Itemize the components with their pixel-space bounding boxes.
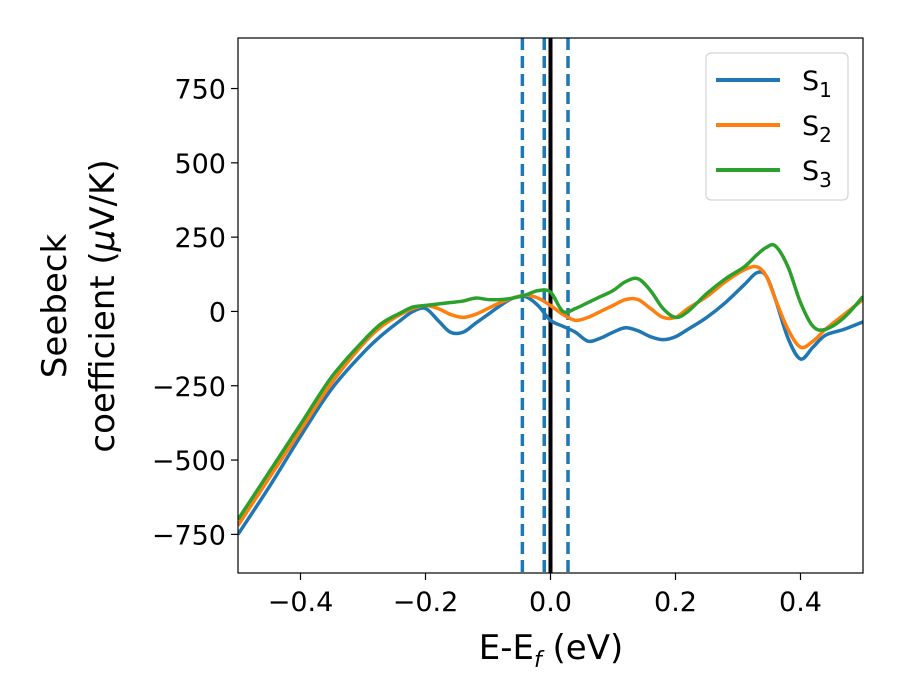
legend: S1 S2 S3 bbox=[705, 52, 849, 201]
series-lines bbox=[238, 242, 863, 536]
legend-label-s2: S2 bbox=[802, 111, 832, 147]
x-tick-label: −0.2 bbox=[393, 587, 459, 618]
x-axis-title: E-Ef (eV) bbox=[479, 628, 624, 673]
y-axis-title-line2: coefficient (μV/K) bbox=[83, 159, 123, 452]
y-tick-label: −500 bbox=[152, 446, 226, 477]
series-line-s3 bbox=[238, 242, 863, 521]
y-tick-label: 0 bbox=[209, 297, 226, 328]
y-axis-title: Seebeck coefficient (μV/K) bbox=[35, 159, 123, 452]
x-tick-label: 0.2 bbox=[654, 587, 697, 618]
x-axis-title-sub: f bbox=[534, 648, 545, 673]
x-axis-ticks: −0.4 −0.2 0.0 0.2 0.4 bbox=[268, 573, 822, 618]
y-axis-title-mu: μ bbox=[83, 230, 123, 253]
y-tick-label: −750 bbox=[152, 520, 226, 551]
y-tick-label: −250 bbox=[152, 372, 226, 403]
y-tick-label: 250 bbox=[174, 223, 226, 254]
y-axis-title-line2-end: V/K) bbox=[83, 159, 123, 229]
y-tick-label: 750 bbox=[174, 75, 226, 106]
y-axis-ticks: 750 500 250 0 −250 −500 −750 bbox=[152, 75, 238, 551]
y-tick-label: 500 bbox=[174, 149, 226, 180]
y-axis-title-line2-text: coefficient ( bbox=[83, 251, 123, 452]
y-axis-title-line1: Seebeck bbox=[35, 234, 75, 379]
x-tick-label: 0.0 bbox=[529, 587, 572, 618]
x-axis-title-rest: (eV) bbox=[542, 628, 624, 668]
x-axis-title-main: E-E bbox=[479, 628, 534, 668]
x-tick-label: 0.4 bbox=[779, 587, 822, 618]
legend-label-s1: S1 bbox=[802, 66, 832, 102]
x-tick-label: −0.4 bbox=[268, 587, 334, 618]
legend-label-s3: S3 bbox=[802, 156, 832, 192]
